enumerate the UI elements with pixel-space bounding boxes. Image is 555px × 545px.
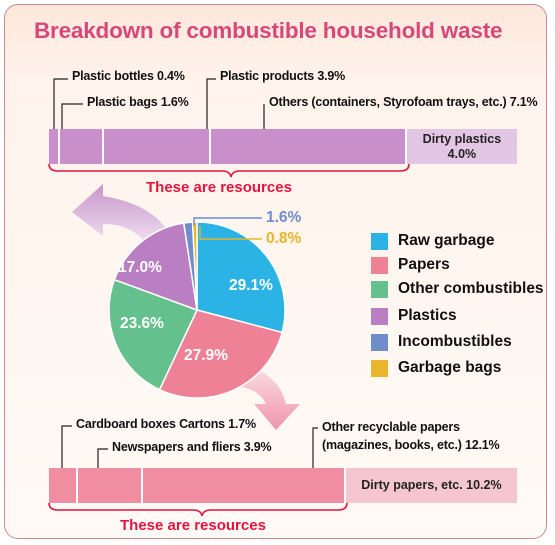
other-papers-label-line2: (magazines, books, etc.) 12.1% — [322, 438, 500, 452]
other-papers-label: Other recyclable papers (magazines, book… — [322, 418, 500, 454]
newspapers-label: Newspapers and fliers 3.9% — [112, 440, 272, 454]
incombustibles-value: 1.6% — [266, 209, 302, 226]
dirty-plastics-segment: Dirty plastics 4.0% — [406, 129, 517, 164]
legend-swatch — [371, 256, 388, 274]
chart-title: Breakdown of combustible household waste — [34, 18, 503, 43]
leader-plastic-products — [206, 78, 216, 129]
papers-resources-label: These are resources — [120, 517, 266, 534]
pie-chart — [108, 221, 286, 399]
slice-papers — [158, 309, 284, 399]
legend-label: Raw garbage — [398, 232, 495, 249]
leader-lines — [53, 78, 318, 468]
legend-swatch — [371, 333, 388, 351]
dirty-papers-segment: Dirty papers, etc. 10.2% — [345, 468, 517, 503]
resource-braces — [48, 163, 410, 517]
legend-swatch — [371, 280, 388, 298]
slice-plastics — [113, 222, 198, 312]
bar-segment — [77, 468, 143, 503]
other-papers-label-line1: Other recyclable papers — [322, 420, 460, 434]
legend-incombustibles: Incombustibles — [371, 332, 512, 352]
legend-raw-garbage: Raw garbage — [371, 231, 494, 251]
leader-cardboard — [61, 425, 72, 468]
dirty-papers-label: Dirty papers, etc. 10.2% — [361, 478, 502, 492]
bar-segment — [49, 129, 60, 164]
leader-newspapers — [97, 448, 108, 468]
papers-brace — [48, 502, 348, 517]
bar-segment — [104, 129, 212, 164]
dirty-plastics-label: Dirty plastics — [422, 131, 502, 146]
legend-other-combustibles: Other combustibles — [371, 279, 544, 299]
raw-garbage-value: 29.1% — [229, 277, 273, 294]
bar-segment — [49, 468, 78, 503]
legend-label: Incombustibles — [398, 333, 512, 350]
plastics-value: 17.0% — [118, 259, 162, 276]
plastics-others-label: Others (containers, Styrofoam trays, etc… — [269, 95, 538, 109]
legend-swatch — [371, 232, 388, 250]
dirty-plastics-value: 4.0% — [447, 146, 477, 161]
garbage-bags-value: 0.8% — [266, 230, 302, 247]
papers-value: 27.9% — [184, 347, 228, 364]
plastic-products-label: Plastic products 3.9% — [220, 69, 346, 83]
legend-plastics: Plastics — [371, 306, 457, 326]
bar-segment — [211, 129, 407, 164]
legend-swatch — [371, 307, 388, 325]
leader-garbage-bags — [199, 226, 262, 240]
leader-incombustibles — [193, 217, 262, 226]
legend-label: Other combustibles — [398, 280, 544, 297]
slice-garbage-bags — [191, 221, 198, 311]
plastic-bags-label: Plastic bags 1.6% — [87, 95, 189, 109]
cardboard-label: Cardboard boxes Cartons 1.7% — [76, 417, 256, 431]
leader-plastic-bags — [61, 103, 83, 129]
plastics-resources-label: These are resources — [146, 179, 292, 196]
legend-swatch — [371, 359, 388, 377]
bar-segment — [142, 468, 346, 503]
legend-papers: Papers — [371, 255, 450, 275]
legend-label: Papers — [398, 256, 450, 273]
legend-label: Garbage bags — [398, 359, 502, 376]
slice-other-combustibles — [108, 278, 199, 391]
legend-garbage-bags: Garbage bags — [371, 358, 501, 378]
leader-other-papers — [312, 427, 318, 468]
legend-label: Plastics — [398, 307, 457, 324]
slice-raw-garbage — [196, 221, 286, 334]
plastic-bottles-label: Plastic bottles 0.4% — [72, 69, 185, 83]
plastics-brace — [48, 163, 410, 178]
bar-segment — [60, 129, 105, 164]
plastics-flow-arrow — [72, 184, 176, 248]
other-combustibles-value: 23.6% — [120, 315, 164, 332]
leader-plastic-bottles — [53, 78, 68, 129]
